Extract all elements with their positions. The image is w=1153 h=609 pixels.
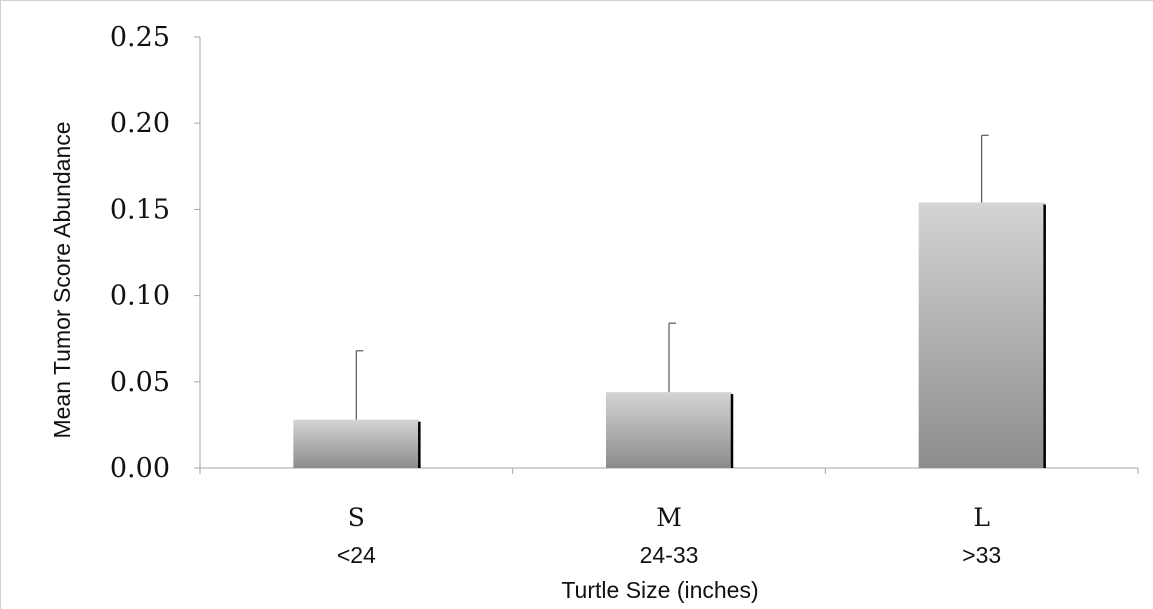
y-axis: 0.00 0.05 0.10 0.15 0.20 0.25	[110, 22, 201, 484]
x-axis-label: Turtle Size (inches)	[561, 577, 758, 603]
y-axis-label: Mean Tumor Score Abundance	[49, 121, 75, 438]
x-tick-label: S	[348, 503, 365, 532]
bars	[293, 202, 1046, 468]
x-tick-sublabel: 24-33	[640, 542, 699, 568]
x-tick-sublabel: <24	[337, 542, 376, 568]
x-axis: S <24 M 24-33 L >33	[199, 467, 1139, 568]
y-tick-label: 0.10	[110, 281, 170, 312]
bar-m	[606, 392, 732, 468]
x-tick-label: M	[656, 503, 682, 532]
y-tick-label: 0.00	[110, 453, 170, 484]
error-bars	[355, 134, 989, 420]
bar-l	[918, 202, 1045, 468]
bar-s	[293, 419, 420, 468]
y-tick-label: 0.05	[110, 367, 170, 398]
y-tick-label: 0.15	[110, 194, 170, 225]
y-tick-label: 0.25	[110, 22, 170, 53]
axis-labels: Mean Tumor Score Abundance Turtle Size (…	[49, 121, 759, 603]
y-tick-label: 0.20	[110, 108, 170, 139]
x-tick-label: L	[973, 503, 990, 532]
x-tick-sublabel: >33	[962, 542, 1001, 568]
